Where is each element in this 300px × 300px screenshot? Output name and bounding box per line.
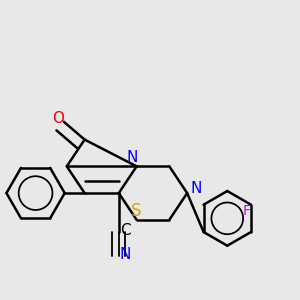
Text: N: N [120, 247, 131, 262]
Text: S: S [131, 202, 142, 220]
Text: C: C [120, 223, 130, 238]
Text: N: N [190, 181, 202, 196]
Text: N: N [127, 150, 138, 165]
Text: F: F [242, 204, 250, 218]
Text: O: O [52, 111, 64, 126]
